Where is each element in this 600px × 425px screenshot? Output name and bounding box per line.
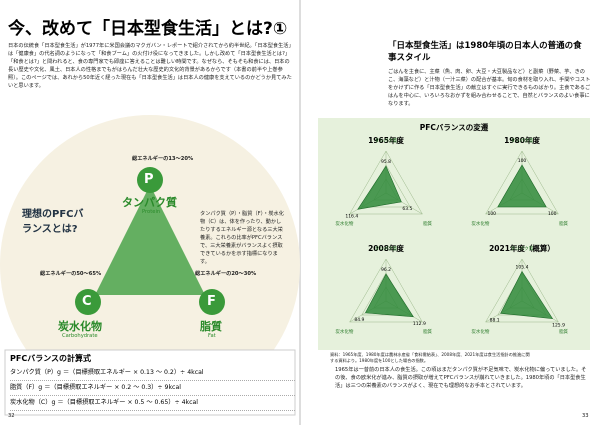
title: 今、改めて「日本型食生活」とは?① [8,19,288,39]
chart-note: 資料：1965年度、1980年度は農林水産省「食料需給表」、2008年度、202… [330,352,530,363]
pfc-polygon [500,270,554,319]
axis-label: 炭水化物 [471,220,489,227]
guide [485,150,559,215]
c-circle [75,289,101,315]
axis-label: タンパク質 [511,137,534,144]
page-number: 33 [582,413,589,419]
guide [349,258,423,323]
guide [349,150,423,215]
value-label: 100 [518,158,527,164]
c-letter: C [82,294,92,309]
c-range: 総エネルギーの50～65% [40,271,102,277]
axis-label: タンパク質 [375,137,398,144]
chart-title: PFCバランスの変遷 [420,122,489,132]
axis-label: 炭水化物 [335,328,353,335]
axis-label: 脂質 [559,220,568,227]
formula-line: 脂質（F）g ＝（目標摂取エネルギー × 0.2 ～ 0.3）÷ 9kcal [10,381,295,396]
pfc-polygon [364,273,414,318]
pfc-triangle [95,185,205,295]
formula-line: タンパク質（P）g ＝（目標摂取エネルギー × 0.13 ～ 0.2）÷ 4kc… [10,366,295,381]
right-heading: 「日本型食生活」は1980年頃の日本人の普通の食事スタイル [388,41,582,63]
value-label: 105.4 [516,264,529,270]
ideal-note: タンパク質（P）・脂質（F）・炭水化物（C）は、体を作ったり、動かしたりするエネ… [200,211,284,265]
value-label: 84.9 [354,317,364,323]
panel-year: 2021年度（概算） [489,243,555,253]
axis-label: タンパク質 [375,245,398,252]
axis-label: 脂質 [423,328,432,335]
left-art [0,115,300,416]
value-label: 63.5 [402,206,412,212]
right-text: ごはんを主食に、主菜（魚、肉、卵、大豆・大豆製品など）と副菜（野菜、芋、きのこ、… [388,69,591,107]
axis-label: タンパク質 [511,245,534,252]
value-label: 116.4 [345,213,358,219]
panel-year: 2008年度 [368,243,404,253]
bottom-text: 1965年は一昔前の日本人の食生活。この頃はまだタンパク質が不足気味で、炭水化物… [335,367,587,389]
formula-heading: PFCバランスの計算式 [10,354,92,363]
value-label: 125.9 [552,323,565,329]
panel-year: 1980年度 [504,135,540,145]
value-label: 112.9 [413,321,426,327]
page-number: 32 [8,413,15,419]
ideal-heading: 理想のPFCバランスとは? [22,209,84,235]
axis-label: 脂質 [559,328,568,335]
intro: 日本の伝統食「日本型食生活」が1977年に米国会議のマクガバン・レポートで紹介さ… [8,43,292,89]
panel-year: 1965年度 [368,135,404,145]
axis-label: 脂質 [423,220,432,227]
value-label: 96.2 [381,267,391,273]
guide [485,258,559,323]
pfc-polygon [497,164,547,208]
p-letter: P [144,172,154,187]
f-circle [199,289,225,315]
c-en: Carbohydrate [62,333,98,339]
c-name: 炭水化物 [58,320,102,333]
f-name: 脂質 [200,320,222,333]
formula-lines: タンパク質（P）g ＝（目標摂取エネルギー × 0.13 ～ 0.2）÷ 4kc… [10,366,295,411]
value-label: 88.1 [490,317,500,323]
pfc-polygon [357,165,402,210]
gutter [299,0,301,425]
value-label: 100 [487,211,496,217]
f-range: 総エネルギーの20～30% [195,271,257,277]
value-label: 100 [548,211,557,217]
formula-box [4,349,296,416]
p-range: 総エネルギーの13～20% [132,156,194,162]
axis-label: 炭水化物 [335,220,353,227]
value-label: 95.8 [381,159,391,165]
axis-label: 炭水化物 [471,328,489,335]
formula-line: 炭水化物（C）g ＝（目標摂取エネルギー × 0.5 ～ 0.65）÷ 4kca… [10,396,295,411]
f-en: Fat [208,333,216,339]
f-letter: F [207,294,216,309]
p-en: Protein [142,209,161,215]
p-name: タンパク質 [122,196,177,209]
p-circle [137,167,163,193]
